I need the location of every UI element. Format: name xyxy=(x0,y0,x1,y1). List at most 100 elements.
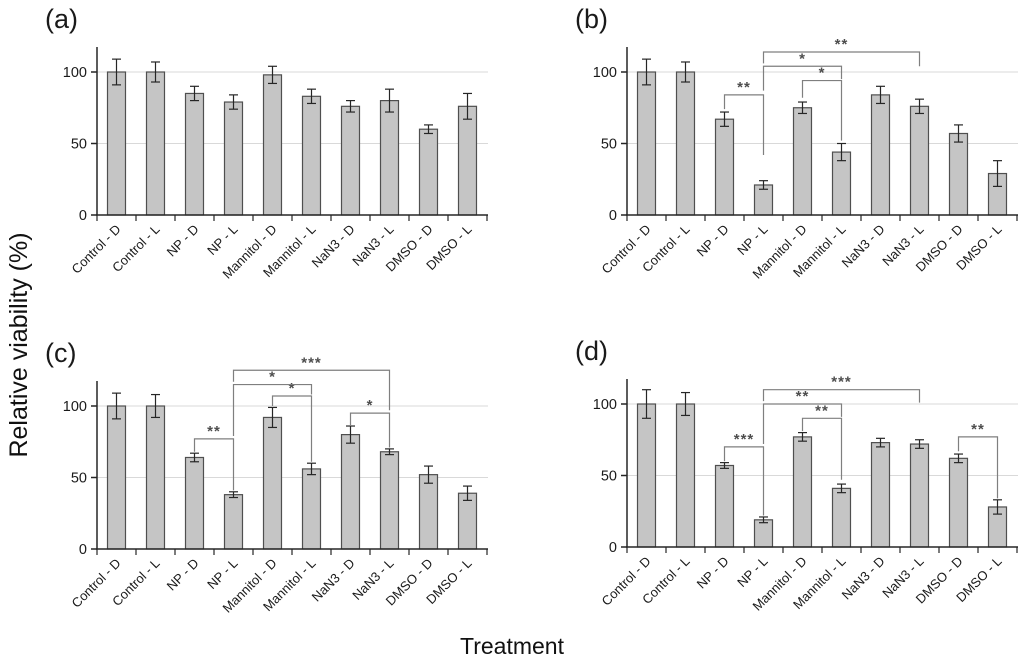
category-label: NP - L xyxy=(734,554,770,590)
category-label: NP - D xyxy=(694,554,732,592)
category-label: NP - L xyxy=(204,222,240,258)
bar-DMSO - D xyxy=(418,128,439,216)
y-tick-label: 100 xyxy=(593,65,617,81)
significance-bracket xyxy=(762,403,843,445)
bar-Mannitol - L xyxy=(831,487,852,548)
y-tick-label: 100 xyxy=(63,65,87,81)
bar-Mannitol - L xyxy=(301,468,322,550)
bar-NP - L xyxy=(223,101,244,216)
bar-NaN3 - L xyxy=(909,443,930,548)
y-tick-label: 100 xyxy=(63,399,87,415)
y-tick-label: 50 xyxy=(601,469,617,485)
significance-bracket xyxy=(723,446,765,516)
bar-Control - D xyxy=(636,403,657,548)
bar-Mannitol - L xyxy=(301,95,322,216)
category-label: NP - D xyxy=(694,222,732,260)
category-label: NP - D xyxy=(164,556,202,594)
bar-Mannitol - D xyxy=(262,74,283,216)
bar-NP - D xyxy=(184,92,205,216)
category-label: NP - L xyxy=(734,222,770,258)
bar-Mannitol - D xyxy=(262,416,283,550)
y-tick-label: 100 xyxy=(593,397,617,413)
bar-NaN3 - D xyxy=(870,442,891,548)
bar-Control - L xyxy=(145,405,166,550)
bar-DMSO - L xyxy=(457,105,478,216)
bar-Mannitol - L xyxy=(831,151,852,216)
bar-Control - L xyxy=(145,71,166,216)
category-label: NaN3 - D xyxy=(309,222,358,271)
bar-Control - D xyxy=(106,405,127,550)
significance-bracket xyxy=(762,51,921,67)
significance-bracket xyxy=(762,389,921,403)
bar-NP - L xyxy=(753,519,774,548)
y-tick-label: 0 xyxy=(79,208,87,224)
significance-stars: ** xyxy=(737,79,751,96)
panel-label: (c) xyxy=(45,338,76,368)
significance-bracket xyxy=(801,79,843,141)
bar-DMSO - L xyxy=(457,492,478,550)
significance-bracket xyxy=(957,436,999,499)
bar-NaN3 - D xyxy=(870,94,891,216)
bar-Mannitol - D xyxy=(792,436,813,548)
y-tick-label: 0 xyxy=(609,540,617,556)
significance-stars: *** xyxy=(734,431,755,448)
significance-stars: * xyxy=(269,369,276,386)
y-tick-label: 50 xyxy=(71,137,87,153)
category-label: NP - L xyxy=(204,556,240,592)
panel-label: (b) xyxy=(575,4,608,34)
significance-bracket xyxy=(232,369,391,411)
bar-DMSO - D xyxy=(948,457,969,548)
x-axis-label: Treatment xyxy=(460,633,564,659)
significance-bracket xyxy=(762,65,843,91)
y-tick-label: 0 xyxy=(79,542,87,558)
significance-stars: *** xyxy=(301,354,322,371)
significance-stars: * xyxy=(819,65,826,82)
y-tick-label: 50 xyxy=(601,137,617,153)
significance-stars: * xyxy=(289,380,296,397)
panel-label: (d) xyxy=(575,336,608,366)
significance-stars: * xyxy=(367,397,374,414)
bar-Control - D xyxy=(106,71,127,216)
significance-stars: ** xyxy=(835,36,849,53)
y-axis-label: Relative viability (%) xyxy=(5,232,33,458)
category-label: NaN3 - D xyxy=(309,556,358,605)
y-tick-label: 50 xyxy=(71,471,87,487)
category-label: NP - D xyxy=(164,222,202,260)
significance-bracket xyxy=(349,412,391,448)
bar-NaN3 - L xyxy=(379,451,400,550)
bar-NP - D xyxy=(714,464,735,548)
significance-bracket xyxy=(271,395,313,462)
category-label: NaN3 - D xyxy=(839,554,888,603)
category-label: NaN3 - D xyxy=(839,222,888,271)
bar-Control - L xyxy=(675,71,696,216)
significance-stars: ** xyxy=(796,388,810,405)
bar-NaN3 - D xyxy=(340,433,361,550)
bar-NaN3 - D xyxy=(340,105,361,216)
bar-NaN3 - L xyxy=(379,99,400,216)
significance-bracket xyxy=(801,417,843,480)
significance-stars: * xyxy=(799,50,806,67)
significance-bracket xyxy=(193,438,235,491)
bar-DMSO - D xyxy=(948,132,969,216)
bar-NP - D xyxy=(714,118,735,216)
significance-stars: ** xyxy=(207,423,221,440)
significance-bracket xyxy=(232,383,313,437)
bar-Mannitol - D xyxy=(792,107,813,216)
panel-label: (a) xyxy=(45,4,78,34)
bar-NaN3 - L xyxy=(909,105,930,216)
bar-DMSO - D xyxy=(418,474,439,550)
significance-stars: *** xyxy=(831,374,852,391)
bar-Control - D xyxy=(636,71,657,216)
bar-NP - D xyxy=(184,456,205,550)
significance-stars: ** xyxy=(815,402,829,419)
significance-stars: ** xyxy=(971,421,985,438)
y-tick-label: 0 xyxy=(609,208,617,224)
significance-bracket xyxy=(723,94,765,155)
bar-Control - L xyxy=(675,403,696,548)
bar-NP - L xyxy=(223,494,244,550)
